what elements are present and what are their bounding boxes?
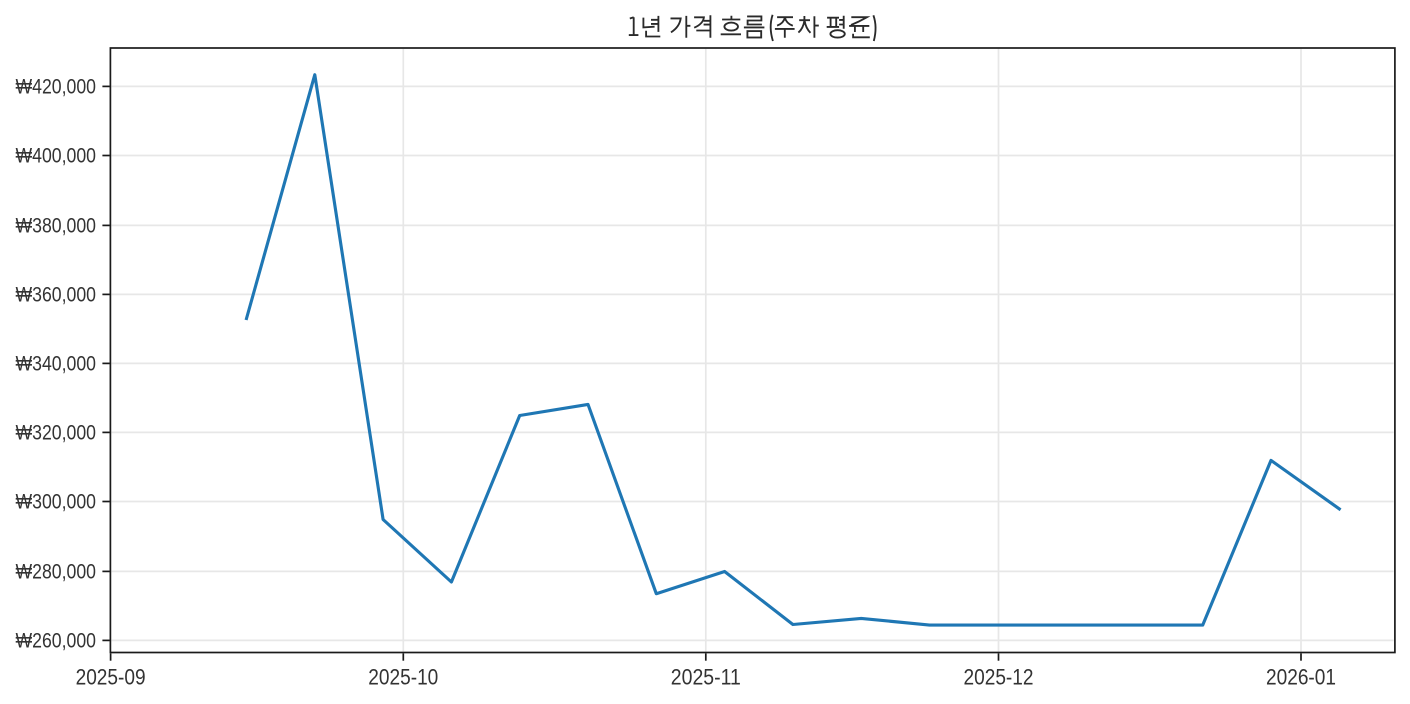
svg-text:₩280,000: ₩280,000 [16,561,97,584]
svg-text:2025-09: 2025-09 [76,665,146,690]
svg-text:₩340,000: ₩340,000 [16,353,97,376]
svg-text:2025-11: 2025-11 [671,665,741,690]
svg-text:₩360,000: ₩360,000 [16,284,97,307]
svg-text:₩260,000: ₩260,000 [16,630,97,653]
svg-text:2026-01: 2026-01 [1266,665,1336,690]
svg-text:2025-10: 2025-10 [368,665,438,690]
svg-text:2025-12: 2025-12 [964,665,1034,690]
svg-text:₩300,000: ₩300,000 [16,491,97,514]
svg-text:₩320,000: ₩320,000 [16,422,97,445]
svg-text:₩380,000: ₩380,000 [16,215,97,238]
svg-text:₩400,000: ₩400,000 [16,145,97,168]
svg-text:₩420,000: ₩420,000 [16,76,97,99]
